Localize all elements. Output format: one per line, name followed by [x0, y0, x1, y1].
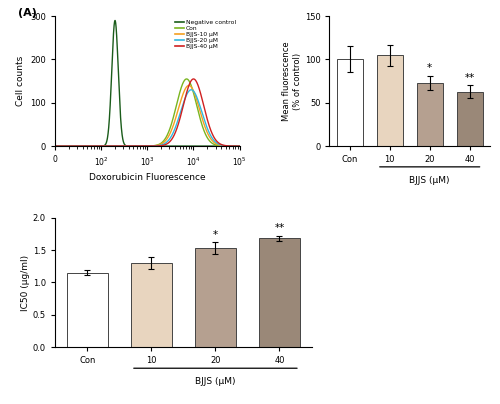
Text: BJJS (μM): BJJS (μM): [195, 377, 235, 386]
Text: **: **: [464, 73, 475, 83]
Text: *: *: [213, 229, 218, 240]
X-axis label: Doxorubicin Fluorescence: Doxorubicin Fluorescence: [89, 173, 206, 182]
Text: (A): (A): [18, 8, 37, 18]
Y-axis label: IC50 (μg/ml): IC50 (μg/ml): [21, 255, 30, 311]
Bar: [376, 55, 402, 146]
Bar: [66, 273, 108, 347]
Text: **: **: [274, 223, 284, 233]
Legend: Negative control, Con, BJJS-10 μM, BJJS-20 μM, BJJS-40 μM: Negative control, Con, BJJS-10 μM, BJJS-…: [174, 19, 236, 50]
Y-axis label: Cell counts: Cell counts: [16, 56, 24, 106]
Text: BJJS (μM): BJJS (μM): [410, 176, 450, 185]
Bar: [336, 59, 362, 146]
Bar: [130, 263, 172, 347]
Bar: [194, 248, 236, 347]
Bar: [416, 83, 442, 146]
Text: *: *: [427, 63, 432, 73]
Bar: [456, 92, 482, 146]
Y-axis label: Mean fluorescence
(% of control): Mean fluorescence (% of control): [282, 41, 302, 121]
Bar: [258, 238, 300, 347]
